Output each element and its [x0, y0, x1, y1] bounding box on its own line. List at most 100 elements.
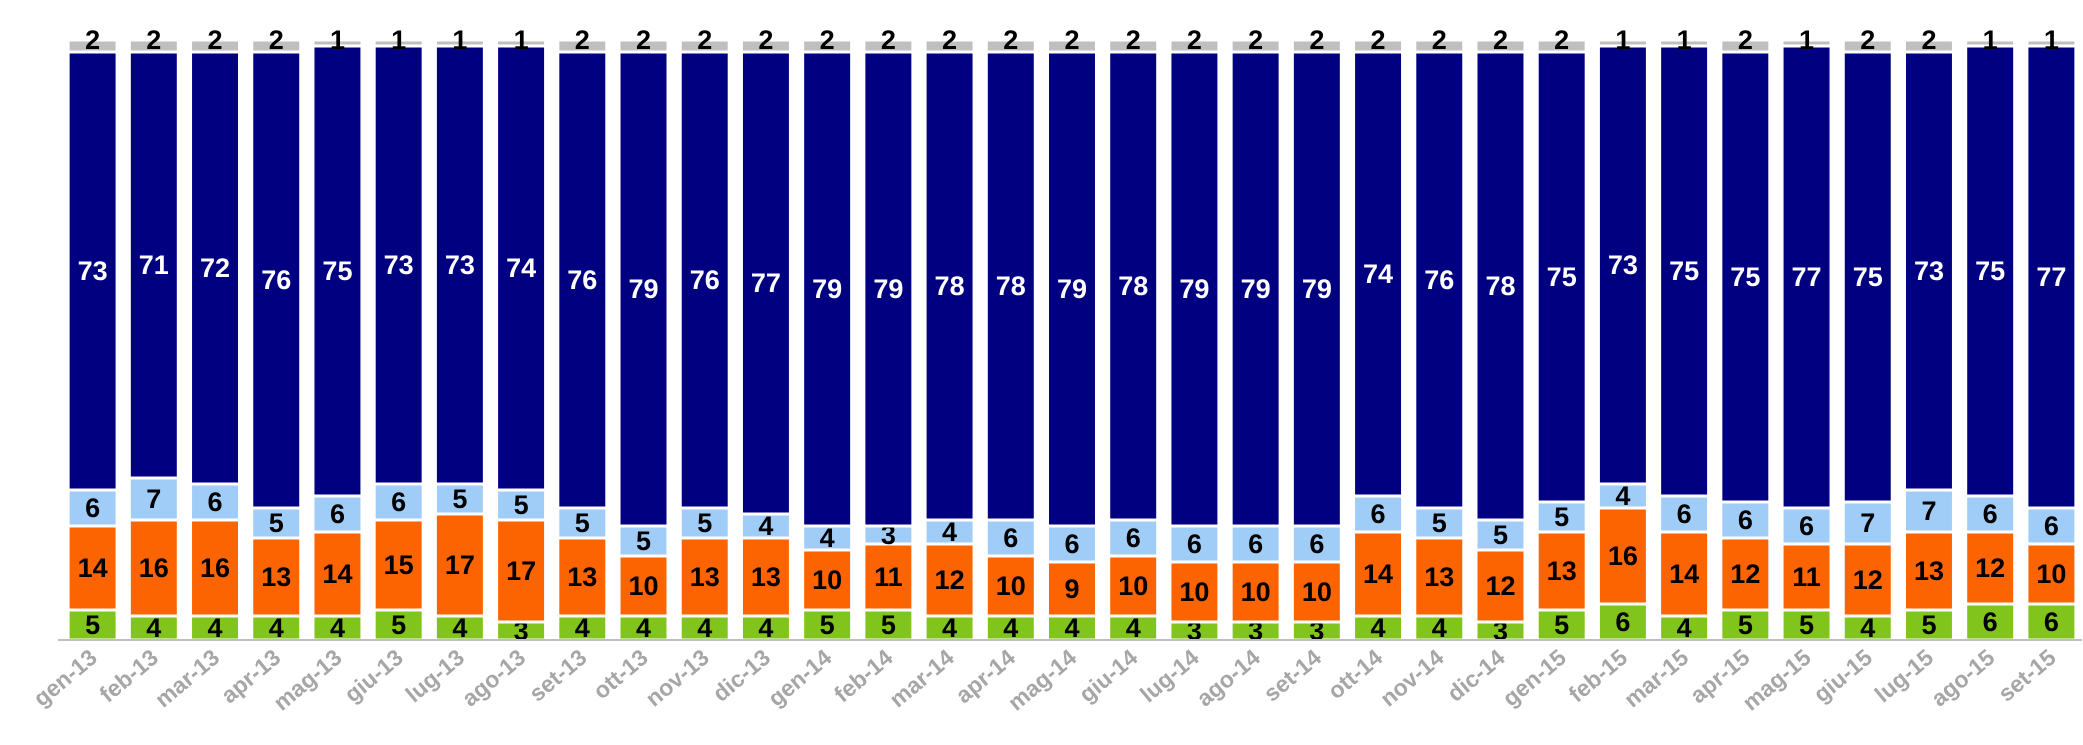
bar-segment	[617, 524, 670, 558]
bar-segment	[433, 512, 486, 618]
bar-segment	[617, 50, 670, 528]
value-label: 1	[1983, 25, 1998, 55]
value-label: 74	[1363, 259, 1393, 289]
bar-segment	[923, 50, 976, 522]
value-label: 10	[812, 565, 842, 595]
value-label: 5	[697, 508, 712, 538]
value-label: 16	[200, 553, 230, 583]
bar-segment	[1841, 38, 1894, 54]
value-label: 75	[1853, 262, 1883, 292]
bar-segment	[250, 38, 303, 54]
value-label: 12	[1485, 571, 1515, 601]
value-label: 78	[1485, 271, 1515, 301]
bar-segment	[1902, 50, 1955, 492]
bar-segment	[2025, 506, 2078, 546]
bar-segment	[739, 38, 792, 54]
value-label: 6	[1615, 607, 1630, 637]
value-label: 4	[1064, 613, 1079, 643]
value-label: 5	[636, 526, 651, 556]
value-label: 2	[942, 25, 957, 55]
value-label: 10	[1179, 577, 1209, 607]
value-label: 13	[567, 562, 597, 592]
value-label: 17	[445, 550, 475, 580]
bar-segment	[66, 38, 119, 54]
value-label: 4	[1615, 481, 1630, 511]
value-label: 9	[1064, 574, 1079, 604]
bar-segment	[1168, 560, 1221, 624]
value-label: 7	[1860, 508, 1875, 538]
bar-segment	[372, 518, 425, 612]
bar-segment	[1902, 530, 1955, 612]
x-tick-label: mar-14	[884, 644, 959, 713]
value-label: 5	[575, 508, 590, 538]
value-label: 77	[2036, 262, 2066, 292]
value-label: 3	[1187, 616, 1202, 646]
value-label: 6	[2044, 607, 2059, 637]
x-tick-label: ago-15	[1926, 644, 2000, 712]
value-label: 3	[1248, 616, 1263, 646]
bar-segment	[739, 536, 792, 618]
bar-segment	[556, 38, 609, 54]
value-label: 2	[269, 25, 284, 55]
bar-segment	[433, 38, 486, 48]
x-tick-label: lug-15	[1870, 644, 1939, 708]
value-label: 4	[1860, 613, 1875, 643]
x-tick-label: set-13	[524, 644, 592, 707]
x-tick-label: feb-13	[94, 644, 163, 707]
bar-segment	[372, 44, 425, 486]
value-label: 13	[1914, 556, 1944, 586]
bar-segment	[1107, 554, 1160, 618]
value-label: 76	[567, 265, 597, 295]
value-label: 75	[1669, 256, 1699, 286]
value-label: 4	[1003, 613, 1018, 643]
x-tick-label: lug-14	[1135, 644, 1204, 708]
value-label: 6	[1983, 499, 1998, 529]
value-label: 3	[881, 520, 896, 550]
value-label: 14	[78, 553, 108, 583]
bar-segment	[1229, 50, 1282, 528]
bar-segment	[801, 524, 854, 552]
bar-segment	[495, 38, 548, 48]
value-label: 79	[1057, 274, 1087, 304]
value-label: 2	[1309, 25, 1324, 55]
value-label: 3	[1493, 616, 1508, 646]
value-label: 12	[1853, 565, 1883, 595]
value-label: 5	[1554, 502, 1569, 532]
bar-segment	[1964, 38, 2017, 48]
value-label: 75	[322, 256, 352, 286]
bar-segment	[862, 38, 915, 54]
value-label: 75	[1730, 262, 1760, 292]
x-tick-label: dic-14	[1442, 644, 1510, 707]
value-label: 16	[139, 553, 169, 583]
value-label: 10	[1118, 571, 1148, 601]
value-label: 6	[1371, 499, 1386, 529]
bar-segment	[66, 50, 119, 492]
value-label: 4	[208, 613, 223, 643]
value-label: 73	[1608, 250, 1638, 280]
value-label: 79	[628, 274, 658, 304]
value-label: 77	[1792, 262, 1822, 292]
bar-segment	[311, 44, 364, 498]
value-label: 74	[506, 253, 536, 283]
x-tick-label: set-15	[1993, 644, 2061, 707]
bar-segment	[1107, 518, 1160, 558]
value-label: 13	[1547, 556, 1577, 586]
value-label: 79	[1179, 274, 1209, 304]
value-label: 2	[1554, 25, 1569, 55]
bar-segment	[556, 536, 609, 618]
value-label: 6	[1983, 607, 1998, 637]
value-label: 4	[146, 613, 161, 643]
value-label: 12	[1730, 559, 1760, 589]
bar-segment	[1290, 560, 1343, 624]
bar-segment	[801, 38, 854, 54]
value-label: 79	[812, 274, 842, 304]
value-label: 16	[1608, 541, 1638, 571]
value-label: 5	[1432, 508, 1447, 538]
value-label: 12	[935, 565, 965, 595]
value-label: 4	[820, 523, 835, 553]
value-label: 4	[1677, 613, 1692, 643]
bar-segment	[923, 38, 976, 54]
value-label: 4	[942, 613, 957, 643]
value-label: 6	[1248, 529, 1263, 559]
value-label: 5	[820, 610, 835, 640]
